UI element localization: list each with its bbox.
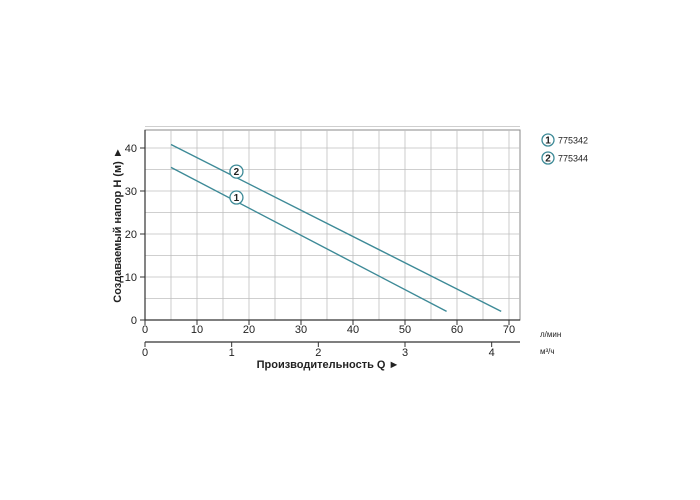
x-tick-label: 20 [243, 324, 255, 336]
legend-marker-label-2: 2 [545, 154, 551, 165]
series-line-1 [170, 166, 447, 313]
legend-marker-label-1: 1 [545, 136, 551, 147]
legend-marker-circle-2 [541, 151, 555, 165]
x-tick-label: 30 [295, 324, 307, 336]
x-tick-label: 50 [399, 324, 411, 336]
x-tick-label: 0 [142, 324, 148, 336]
legend-series-name: 775342 [558, 136, 588, 146]
x2-tick-label: 1 [229, 347, 235, 359]
x-axis-unit-secondary: м³/ч [540, 347, 555, 356]
x-tick-label: 40 [347, 324, 359, 336]
legend-series-name: 775344 [558, 154, 588, 164]
series-marker-circle-2 [229, 164, 244, 179]
series-line-2 [170, 143, 502, 313]
chart-labels: Создаваемый напор H (м) ► Производительн… [112, 147, 561, 371]
y-tick-label: 0 [131, 315, 137, 327]
series-marker-circle-1 [229, 190, 244, 205]
y-tick-label: 30 [125, 186, 137, 198]
x-tick-label: 60 [451, 324, 463, 336]
x2-tick-label: 0 [142, 347, 148, 359]
plot-frame [144, 129, 521, 321]
series-marker-label-2: 2 [234, 167, 240, 178]
x-axis-unit-primary: л/мин [540, 330, 561, 339]
x-tick-label: 70 [503, 324, 515, 336]
legend-marker-circle-1 [541, 133, 555, 147]
chart-legend: 1 775342 2 775344 [541, 133, 588, 165]
chart-grid [144, 126, 521, 321]
chart-series: 12 [170, 143, 502, 313]
x2-tick-label: 3 [402, 347, 408, 359]
x2-tick-label: 2 [315, 347, 321, 359]
x-axis-title: Производительность Q ► [257, 359, 400, 371]
x2-tick-label: 4 [489, 347, 495, 359]
x-tick-label: 10 [191, 324, 203, 336]
y-tick-label: 40 [125, 143, 137, 155]
y-axis-title: Создаваемый напор H (м) ► [112, 147, 124, 302]
series-marker-label-1: 1 [234, 193, 240, 204]
y-tick-label: 20 [125, 229, 137, 241]
y-tick-label: 10 [125, 272, 137, 284]
